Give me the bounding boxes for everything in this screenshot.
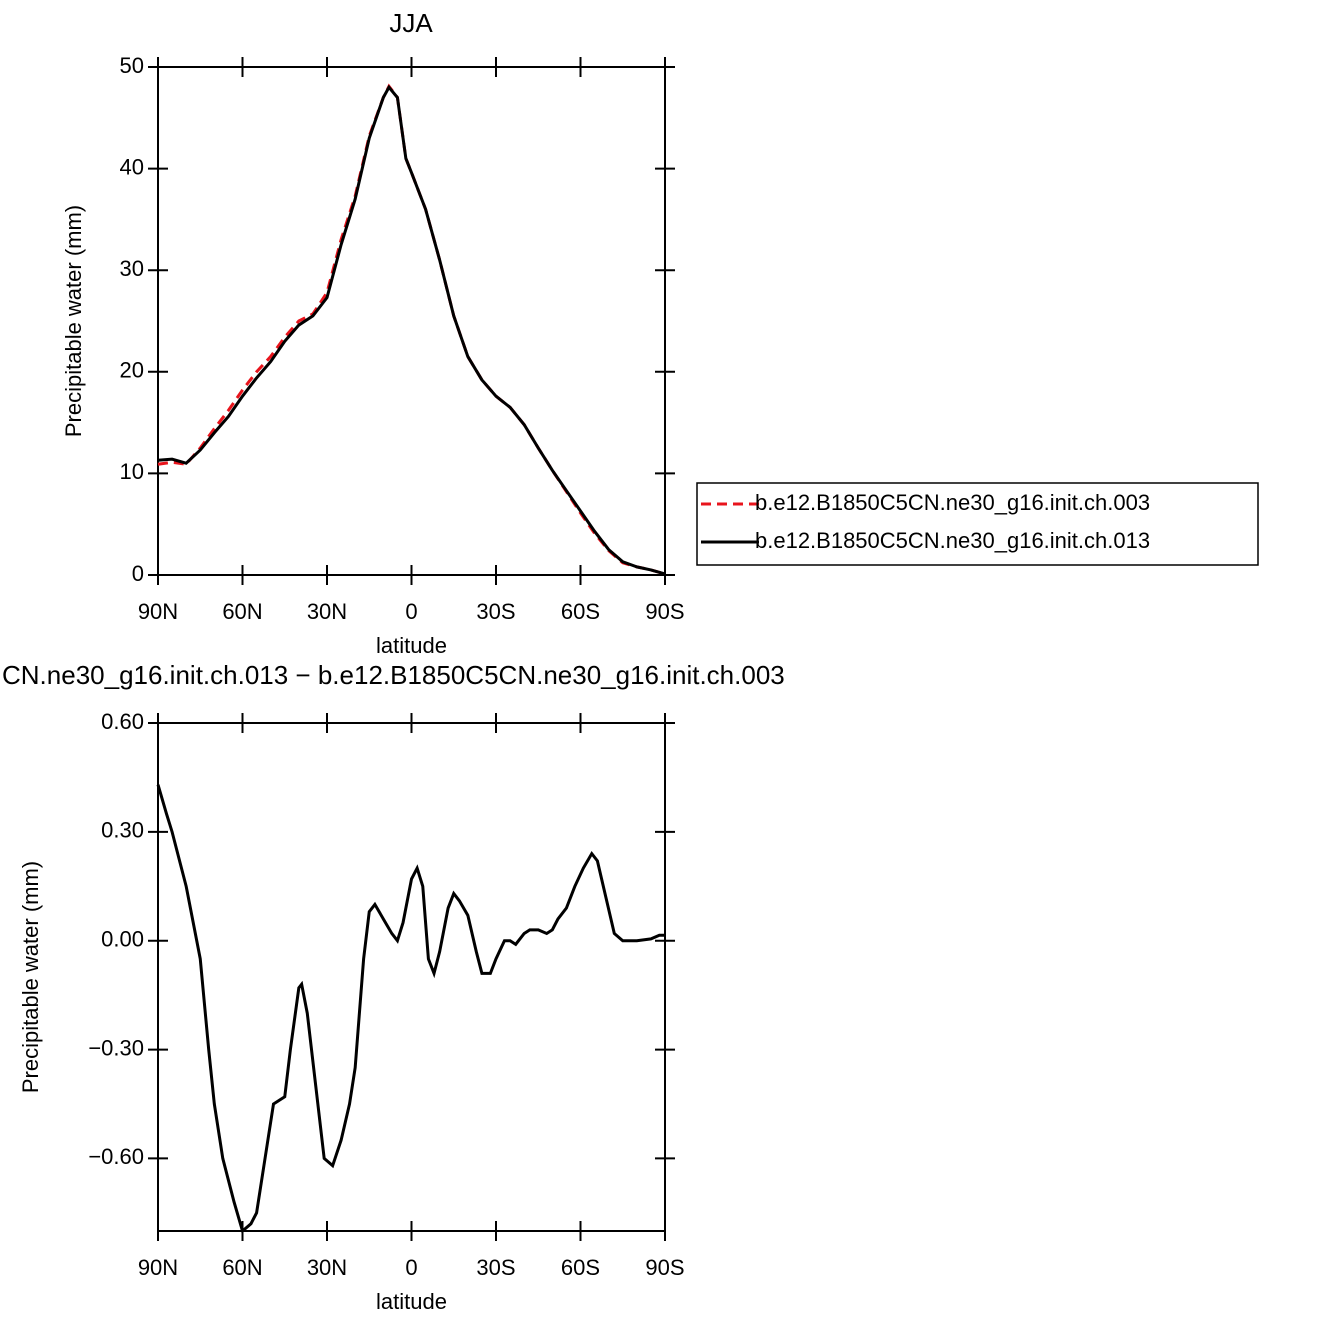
x-tick-label: 60S — [561, 599, 600, 624]
y-tick-label: 20 — [120, 358, 144, 383]
x-tick-label: 90S — [645, 1255, 684, 1280]
plot-frame — [157, 66, 666, 576]
x-axis-label: latitude — [376, 633, 447, 658]
x-tick-label: 0 — [405, 1255, 417, 1280]
x-tick-label: 90N — [138, 1255, 178, 1280]
y-tick-label: 40 — [120, 154, 144, 179]
y-tick-label: 0.00 — [101, 927, 144, 952]
x-axis-label: latitude — [376, 1289, 447, 1314]
x-tick-label: 60S — [561, 1255, 600, 1280]
y-tick-label: 30 — [120, 256, 144, 281]
legend-label: b.e12.B1850C5CN.ne30_g16.init.ch.003 — [755, 490, 1150, 515]
y-tick-label: 0.30 — [101, 818, 144, 843]
legend-label: b.e12.B1850C5CN.ne30_g16.init.ch.013 — [755, 528, 1150, 553]
y-tick-label: −0.30 — [88, 1035, 144, 1060]
x-tick-label: 90N — [138, 599, 178, 624]
x-tick-label: 0 — [405, 599, 417, 624]
chart-title: CN.ne30_g16.init.ch.013 − b.e12.B1850C5C… — [2, 660, 785, 690]
y-tick-label: 50 — [120, 53, 144, 78]
x-tick-label: 30S — [476, 599, 515, 624]
y-tick-label: −0.60 — [88, 1144, 144, 1169]
chart-title: JJA — [389, 8, 433, 38]
data-line — [157, 84, 666, 576]
y-tick-label: 0.60 — [101, 709, 144, 734]
y-axis-label: Precipitable water (mm) — [61, 205, 86, 437]
x-tick-label: 30N — [307, 1255, 347, 1280]
x-tick-label: 90S — [645, 599, 684, 624]
x-tick-label: 60N — [222, 1255, 262, 1280]
plot-frame — [157, 722, 666, 1232]
x-tick-label: 60N — [222, 599, 262, 624]
data-line — [157, 83, 666, 576]
y-tick-label: 0 — [132, 561, 144, 586]
x-tick-label: 30S — [476, 1255, 515, 1280]
y-tick-label: 10 — [120, 459, 144, 484]
y-axis-label: Precipitable water (mm) — [18, 861, 43, 1093]
data-line — [156, 784, 665, 1234]
legend-box — [696, 482, 1259, 566]
x-tick-label: 30N — [307, 599, 347, 624]
